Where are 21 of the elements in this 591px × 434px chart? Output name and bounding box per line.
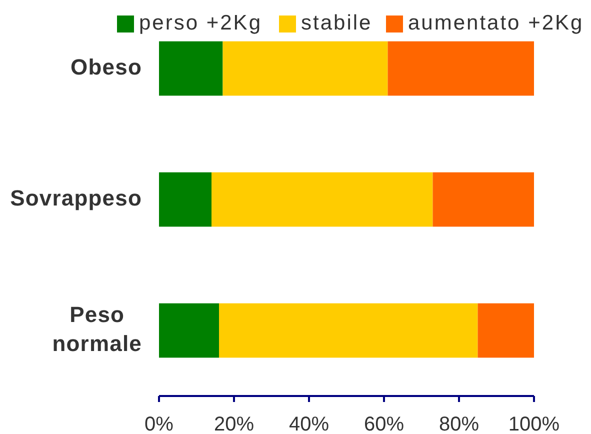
x-tick-label: 100% [508, 413, 560, 434]
bar [432, 172, 534, 227]
bar [219, 303, 478, 358]
x-tick-label: 40% [288, 413, 330, 434]
bar [159, 172, 212, 227]
legend-label: aumentato +2Kg [408, 12, 584, 35]
x-tick-label: 20% [214, 413, 254, 434]
bar [159, 303, 219, 358]
x-tick-label: 80% [438, 413, 480, 434]
legend-label: stabile [301, 12, 372, 35]
bar [478, 303, 534, 358]
legend-label: perso +2Kg [139, 12, 262, 35]
bar [159, 41, 223, 96]
bar [388, 41, 534, 96]
x-tick-label: 60% [364, 413, 404, 434]
bar [222, 41, 388, 96]
x-tick-label: 0% [144, 413, 174, 434]
y-tick-label: Sovrappeso [10, 185, 142, 210]
bar [212, 172, 433, 227]
y-tick-label: Peso normale [52, 302, 142, 356]
y-tick-label: Obeso [70, 54, 142, 80]
